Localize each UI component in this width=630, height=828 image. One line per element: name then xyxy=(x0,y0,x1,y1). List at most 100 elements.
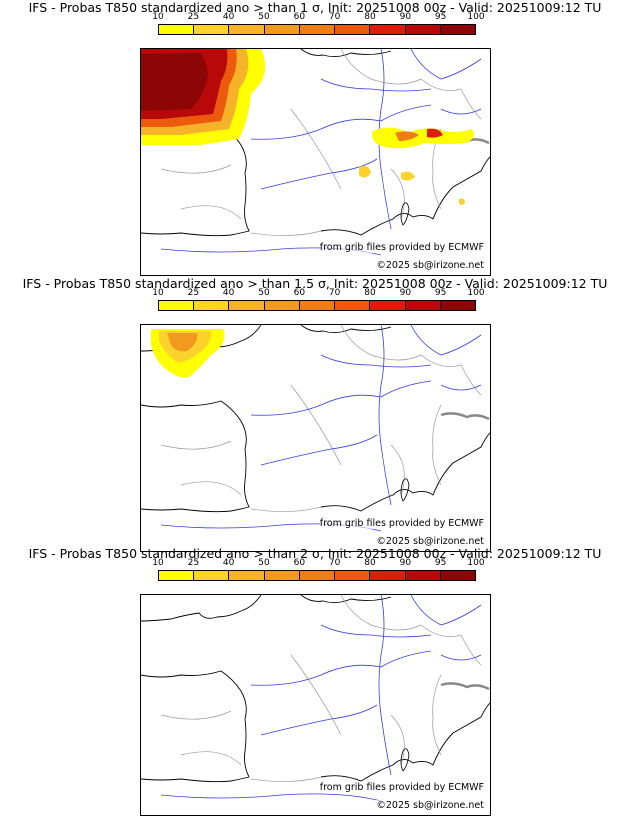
map-canvas xyxy=(141,49,490,256)
colorbar-tick-label: 25 xyxy=(187,558,200,568)
colorbar-tick-label: 40 xyxy=(222,558,235,568)
colorbar-tick-label: 100 xyxy=(467,288,485,298)
admin-border xyxy=(180,205,242,220)
colorbar-segment xyxy=(370,301,406,310)
river xyxy=(160,793,382,802)
colorbar-segment xyxy=(229,301,265,310)
prob-area-south xyxy=(359,165,371,178)
prob-area-95 xyxy=(141,53,208,111)
colorbar xyxy=(158,24,476,35)
admin-border xyxy=(340,49,482,120)
river xyxy=(440,384,482,391)
prob-area-alps-core-2 xyxy=(427,128,443,138)
colorbar-segment xyxy=(335,571,371,580)
colorbar-segment xyxy=(194,25,230,34)
colorbar-tick-label: 95 xyxy=(434,558,447,568)
alps-relief xyxy=(440,412,490,421)
admin-border xyxy=(250,506,322,512)
colorbar-segment xyxy=(335,301,371,310)
probability-map: from grib files provided by ECMWF ©2025 … xyxy=(140,324,491,552)
colorbar-segment xyxy=(194,301,230,310)
colorbar-segment xyxy=(299,571,336,580)
colorbar-segment xyxy=(370,25,406,34)
colorbar-segment xyxy=(405,301,441,310)
colorbar-tick-label: 10 xyxy=(152,288,164,298)
colorbar-tick-label: 80 xyxy=(364,288,376,298)
colorbar xyxy=(158,300,476,311)
river xyxy=(410,325,482,356)
colorbar-segment xyxy=(440,301,475,310)
river xyxy=(320,78,432,92)
river xyxy=(250,650,432,686)
colorbar-tick-label: 90 xyxy=(399,12,412,22)
admin-border xyxy=(290,384,342,466)
river xyxy=(378,325,392,506)
copyright-credit: ©2025 sb@irizone.net xyxy=(376,260,484,271)
admin-border xyxy=(250,776,322,782)
probability-map: from grib files provided by ECMWF ©2025 … xyxy=(140,594,491,816)
colorbar-tick-label: 50 xyxy=(258,558,270,568)
colorbar-tick-label: 60 xyxy=(293,288,306,298)
admin-border xyxy=(180,751,242,766)
river xyxy=(260,704,378,736)
colorbar-segment xyxy=(194,571,230,580)
prob-area-south-2 xyxy=(401,171,415,181)
river xyxy=(410,595,482,626)
river xyxy=(440,654,482,661)
coastline xyxy=(141,595,490,783)
corsica-outline xyxy=(400,202,410,226)
river xyxy=(260,158,378,190)
colorbar-segment xyxy=(440,571,475,580)
colorbar-tick-label: 100 xyxy=(467,12,485,22)
panel-2-sigma: IFS - Probas T850 standardized ano > tha… xyxy=(0,546,630,822)
admin-border xyxy=(160,440,232,450)
colorbar-tick-label: 25 xyxy=(187,288,200,298)
admin-border xyxy=(340,325,482,396)
prob-area-alps-core xyxy=(395,131,419,141)
colorbar-tick-label: 10 xyxy=(152,558,164,568)
colorbar-segment xyxy=(229,571,265,580)
colorbar-segment xyxy=(264,571,300,580)
colorbar-tick-label: 25 xyxy=(187,12,200,22)
colorbar-segment xyxy=(405,571,441,580)
river xyxy=(320,354,432,368)
admin-border xyxy=(390,168,405,220)
colorbar-ticks: 10 25 40 50 60 70 80 90 95 100 xyxy=(152,288,484,300)
admin-border xyxy=(250,230,322,236)
colorbar-tick-label: 40 xyxy=(222,288,235,298)
source-credit: from grib files provided by ECMWF xyxy=(319,242,484,253)
colorbar-tick-label: 70 xyxy=(328,558,341,568)
corsica-outline xyxy=(400,748,410,772)
prob-area-50 xyxy=(167,333,198,352)
panel-title: IFS - Probas T850 standardized ano > tha… xyxy=(28,0,602,15)
colorbar-segment xyxy=(264,301,300,310)
copyright-credit: ©2025 sb@irizone.net xyxy=(376,800,484,811)
river xyxy=(250,104,432,140)
colorbar-tick-label: 60 xyxy=(293,12,306,22)
colorbar-segment xyxy=(159,301,195,310)
probability-map: from grib files provided by ECMWF ©2025 … xyxy=(140,48,491,276)
source-credit: from grib files provided by ECMWF xyxy=(319,782,484,793)
admin-border xyxy=(160,710,232,720)
colorbar-segment xyxy=(335,25,371,34)
colorbar-tick-label: 10 xyxy=(152,12,164,22)
colorbar-segment xyxy=(229,25,265,34)
admin-border xyxy=(432,674,442,756)
colorbar-tick-label: 80 xyxy=(364,558,376,568)
colorbar-tick-label: 80 xyxy=(364,12,376,22)
colorbar-ticks: 10 25 40 50 60 70 80 90 95 100 xyxy=(152,558,484,570)
prob-area-alps xyxy=(372,127,475,149)
colorbar-tick-label: 50 xyxy=(258,12,270,22)
admin-border xyxy=(390,714,405,766)
river xyxy=(250,380,432,416)
admin-border xyxy=(432,404,442,486)
colorbar-ticks: 10 25 40 50 60 70 80 90 95 100 xyxy=(152,12,484,24)
panel-title: IFS - Probas T850 standardized ano > tha… xyxy=(28,546,602,561)
source-credit: from grib files provided by ECMWF xyxy=(319,518,484,529)
colorbar-tick-label: 95 xyxy=(434,12,447,22)
prob-area-italy xyxy=(459,198,465,205)
colorbar-segment xyxy=(405,25,441,34)
panel-1-sigma: IFS - Probas T850 standardized ano > tha… xyxy=(0,0,630,276)
river xyxy=(410,49,482,80)
colorbar-segment xyxy=(264,25,300,34)
